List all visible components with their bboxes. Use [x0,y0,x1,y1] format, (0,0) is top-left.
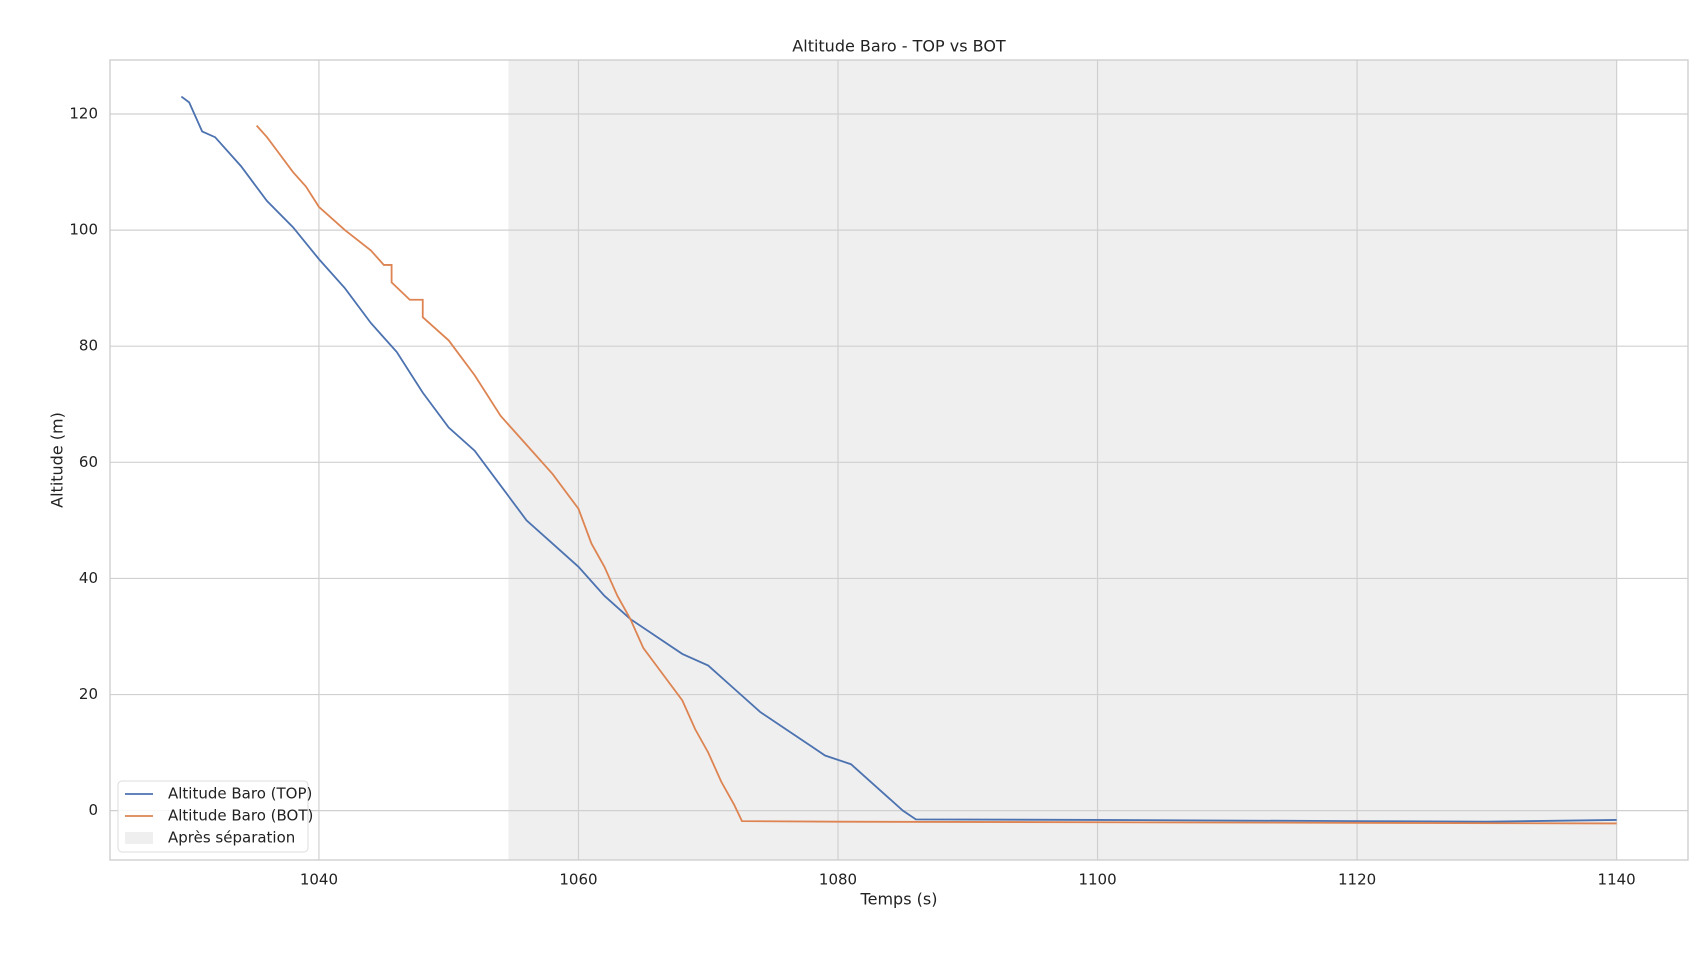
y-tick-label: 20 [79,685,98,703]
legend-box [117,780,309,853]
y-tick-label: 0 [88,801,98,819]
legend-label: Altitude Baro (TOP) [168,785,312,803]
x-tick-label: 1140 [1598,871,1636,889]
x-axis-label: Temps (s) [860,890,938,909]
x-tick-label: 1100 [1078,871,1116,889]
chart-title: Altitude Baro - TOP vs BOT [792,37,1006,56]
legend-label: Après séparation [168,829,295,847]
series-line [180,95,1617,823]
x-tick-label: 1060 [559,871,597,889]
x-tick-label: 1080 [819,871,857,889]
x-tick-label: 1040 [300,871,338,889]
series-line [255,125,1617,825]
x-tick-label: 1120 [1338,871,1376,889]
y-axis-label: Altitude (m) [48,412,67,508]
plot-frame [109,59,1689,861]
y-tick-label: 40 [79,569,98,587]
y-tick-label: 80 [79,337,98,355]
legend-swatch [125,832,153,844]
legend-label: Altitude Baro (BOT) [168,807,313,825]
y-tick-label: 100 [69,221,98,239]
shaded-span [508,60,1617,860]
y-tick-label: 120 [69,104,98,122]
y-tick-label: 60 [79,453,98,471]
